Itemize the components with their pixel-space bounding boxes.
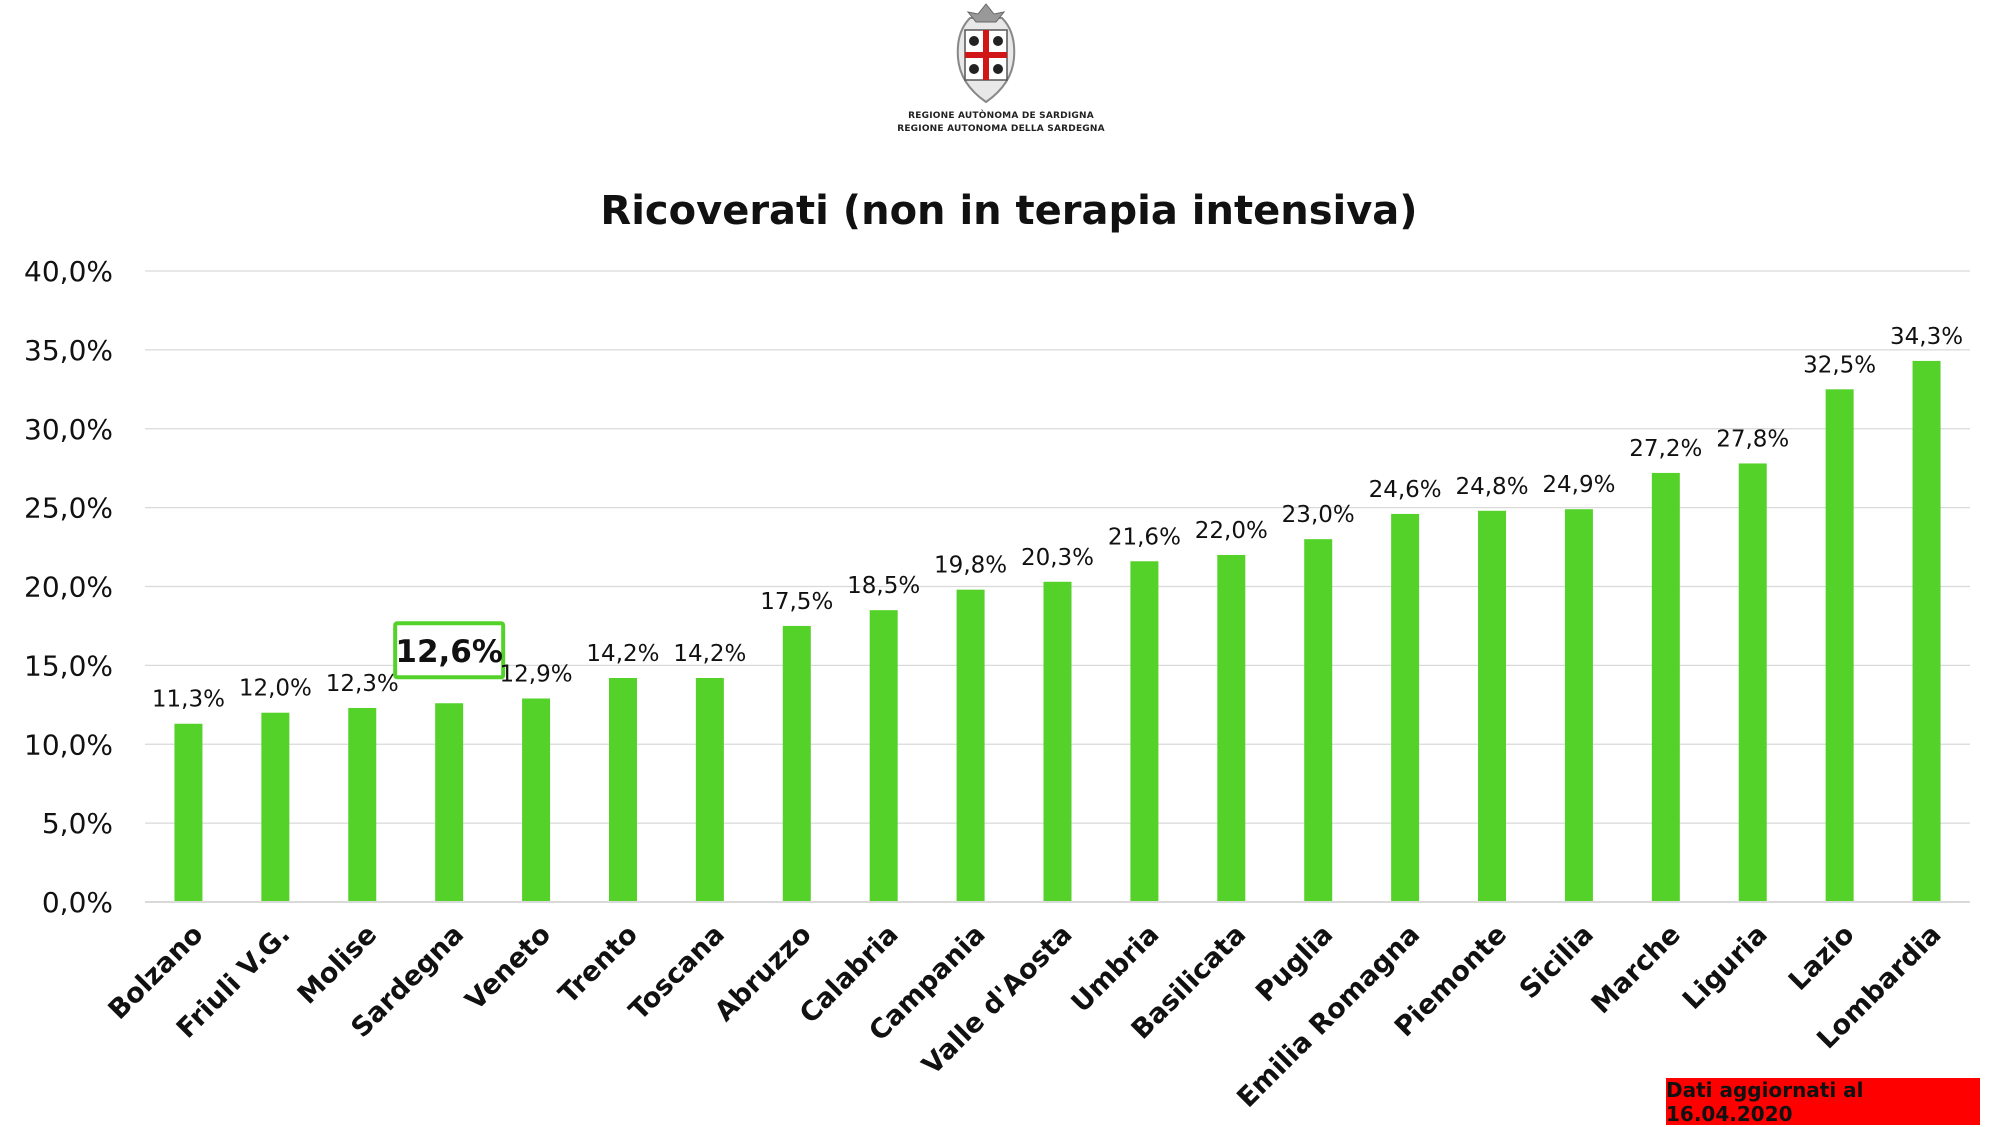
x-tick-label: Sicilia xyxy=(1514,919,1600,1005)
y-tick-label: 0,0% xyxy=(42,886,113,919)
y-axis-ticks: 0,0% 5,0% 10,0% 15,0% 20,0% 25,0% 30,0% 35,0% 40… xyxy=(24,255,113,919)
bar xyxy=(782,625,811,902)
update-date-badge: Dati aggiornati al 16.04.2020 xyxy=(1666,1078,1980,1126)
bar xyxy=(608,677,637,902)
bar xyxy=(956,589,985,902)
value-label: 17,5% xyxy=(760,589,833,615)
logo-text-line-1: REGIONE AUTÒNOMA DE SARDIGNA xyxy=(908,111,1094,121)
y-tick-label: 40,0% xyxy=(24,255,113,288)
bar xyxy=(695,677,724,902)
value-label: 14,2% xyxy=(586,641,659,667)
x-tick-label: Veneto xyxy=(460,919,557,1016)
value-label: 12,3% xyxy=(326,671,399,697)
bar xyxy=(1478,510,1507,902)
value-label: 34,3% xyxy=(1890,324,1963,350)
y-tick-label: 5,0% xyxy=(42,807,113,840)
value-label: 11,3% xyxy=(152,687,225,713)
bar xyxy=(1825,389,1854,902)
y-tick-label: 20,0% xyxy=(24,571,113,604)
bar xyxy=(435,703,464,902)
bar xyxy=(1217,554,1246,902)
bar xyxy=(1391,513,1420,902)
bar xyxy=(1043,581,1072,902)
logo-text-line-2: REGIONE AUTONOMA DELLA SARDEGNA xyxy=(897,124,1105,134)
value-label: 24,9% xyxy=(1542,472,1615,498)
value-label: 32,5% xyxy=(1803,352,1876,378)
bar xyxy=(1912,360,1941,903)
bar xyxy=(1304,539,1333,902)
x-tick-label: Lazio xyxy=(1783,919,1861,997)
x-tick-label: Puglia xyxy=(1250,919,1339,1008)
bar xyxy=(1651,472,1680,902)
value-label: 12,9% xyxy=(500,662,573,688)
value-label-highlight: 12,6% xyxy=(395,634,503,670)
region-logo: REGIONE AUTÒNOMA DE SARDIGNA REGIONE AUT… xyxy=(0,0,2002,150)
value-label: 24,6% xyxy=(1369,477,1442,503)
bar xyxy=(261,712,290,902)
y-tick-label: 30,0% xyxy=(24,413,113,446)
y-tick-label: 15,0% xyxy=(24,649,113,682)
bar xyxy=(1564,509,1593,902)
x-tick-label: Valle d'Aosta xyxy=(916,919,1078,1081)
value-label: 20,3% xyxy=(1021,545,1094,571)
x-tick-label: Marche xyxy=(1586,919,1687,1020)
value-label: 12,0% xyxy=(239,676,312,702)
y-tick-label: 10,0% xyxy=(24,728,113,761)
value-label: 27,8% xyxy=(1716,426,1789,452)
bar xyxy=(174,723,203,902)
bar xyxy=(1738,463,1767,902)
bars xyxy=(174,360,1941,903)
bar xyxy=(522,698,551,902)
highlight-box xyxy=(393,621,506,680)
value-labels: 11,3% 12,0% 12,3%12,6%12,9% 14,2% 14,2% 17,5%… xyxy=(152,324,1963,713)
bar xyxy=(869,610,898,902)
coat-of-arms-icon xyxy=(956,3,1016,104)
x-tick-label: Liguria xyxy=(1677,919,1774,1016)
value-label: 19,8% xyxy=(934,553,1007,579)
y-tick-label: 35,0% xyxy=(24,334,113,367)
value-label: 22,0% xyxy=(1195,518,1268,544)
chart-title: Ricoverati (non in terapia intensiva) xyxy=(600,188,1417,234)
bar xyxy=(1130,561,1159,902)
value-label: 14,2% xyxy=(673,641,746,667)
y-tick-label: 25,0% xyxy=(24,492,113,525)
value-label: 24,8% xyxy=(1455,474,1528,500)
value-label: 21,6% xyxy=(1108,524,1181,550)
value-label: 23,0% xyxy=(1282,502,1355,528)
bar xyxy=(348,707,377,902)
value-label: 18,5% xyxy=(847,573,920,599)
value-label: 27,2% xyxy=(1629,436,1702,462)
